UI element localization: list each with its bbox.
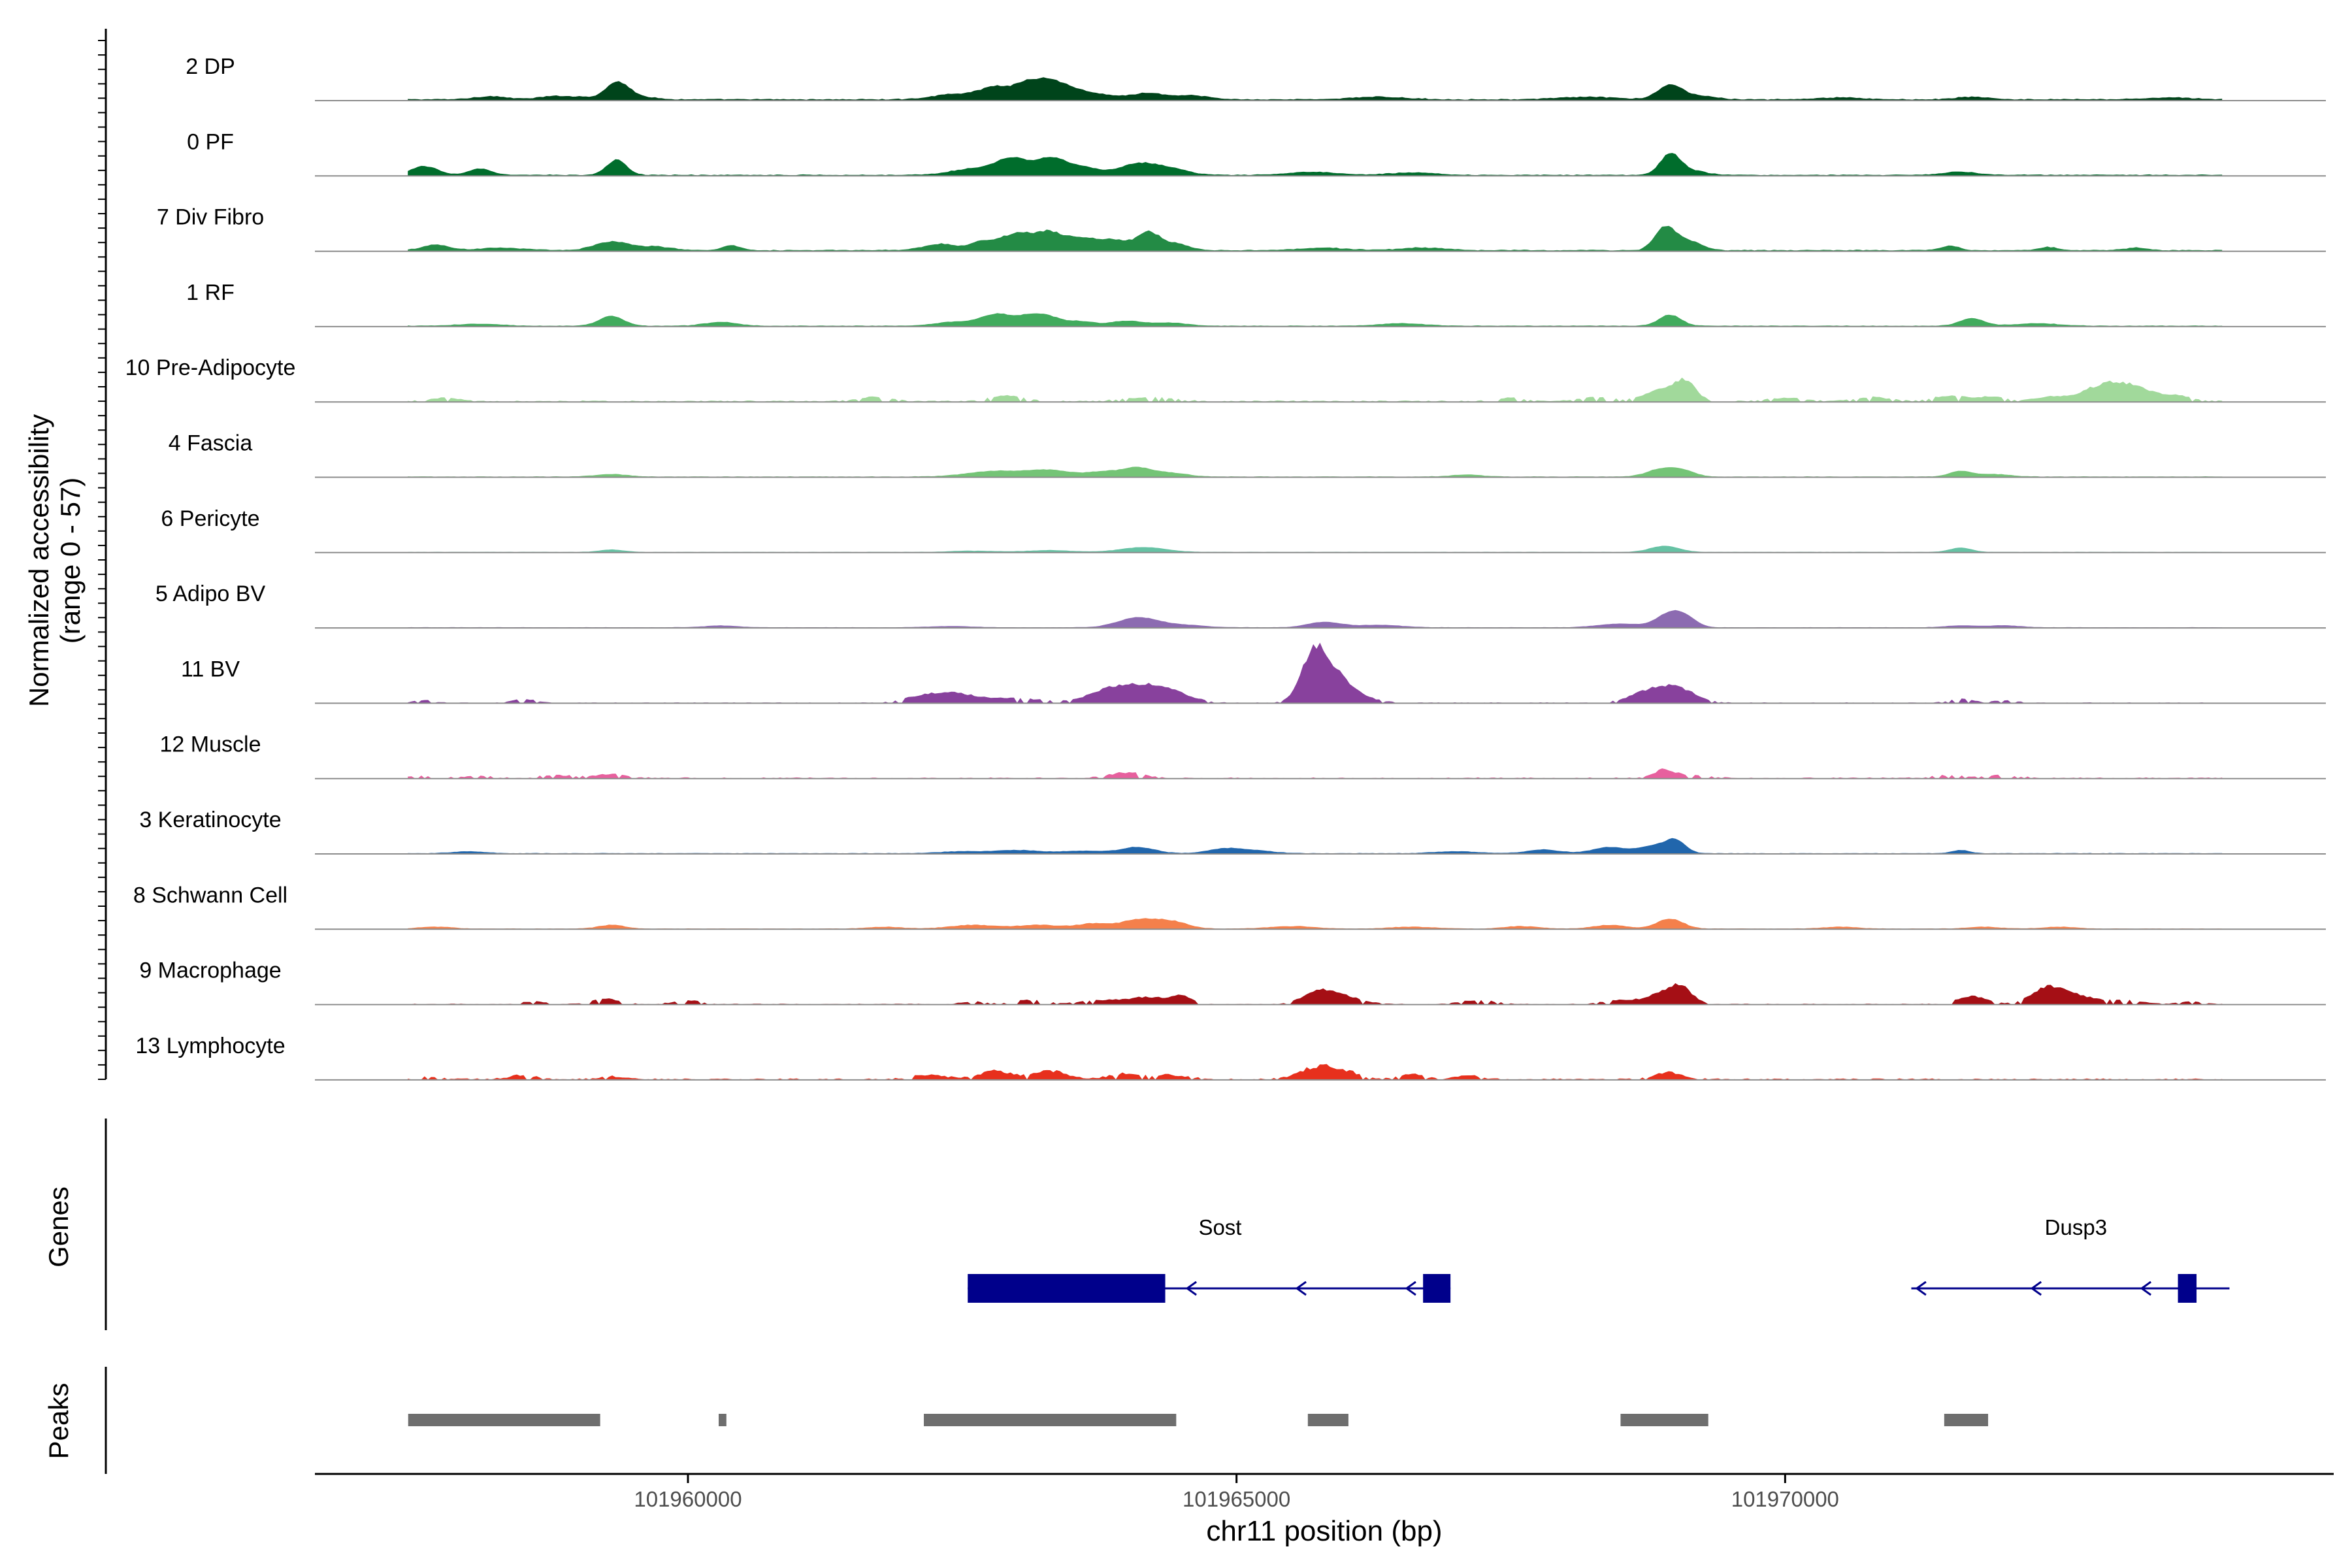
gene-model: Dusp3	[1911, 1215, 2230, 1303]
tracks-layer	[315, 77, 2326, 1081]
peak-region	[1620, 1414, 1708, 1426]
coverage-area	[408, 225, 2223, 252]
coverage-track	[315, 546, 2326, 553]
track-label: 1 RF	[186, 280, 235, 305]
y-axis	[98, 29, 107, 1080]
peak-region	[924, 1414, 1177, 1426]
peak-region	[719, 1414, 727, 1426]
y-axis-title-line2: (range 0 - 57)	[55, 478, 86, 644]
gene-label: Dusp3	[2045, 1215, 2107, 1239]
coverage-track	[315, 377, 2326, 403]
peak-region	[1944, 1414, 1989, 1426]
track-label: 5 Adipo BV	[155, 581, 266, 606]
coverage-track	[315, 1064, 2326, 1081]
coverage-track	[315, 77, 2326, 101]
coverage-track	[315, 642, 2326, 704]
track-label: 11 BV	[181, 657, 240, 681]
coverage-track	[315, 983, 2326, 1005]
peak-region	[408, 1414, 600, 1426]
track-label: 7 Div Fibro	[157, 205, 264, 230]
strand-arrow	[1295, 1281, 1307, 1296]
track-label: 6 Pericyte	[161, 506, 259, 531]
track-label: 2 DP	[186, 54, 235, 79]
peak-region	[1307, 1414, 1348, 1426]
coverage-area	[408, 77, 2223, 101]
gene-exon	[2178, 1274, 2197, 1303]
track-label: 9 Macrophage	[139, 958, 281, 983]
y-axis-title-line1: Normalized accessibility	[24, 414, 54, 707]
coverage-track	[315, 466, 2326, 478]
track-label: 10 Pre-Adipocyte	[125, 355, 296, 380]
x-tick-label: 101965000	[1183, 1487, 1290, 1511]
peaks-panel-title: Peaks	[43, 1383, 74, 1460]
gene-exon	[1423, 1274, 1451, 1303]
genes-panel: Sost Dusp3	[105, 1119, 2230, 1330]
track-label: 4 Fascia	[169, 431, 253, 456]
x-tick-label: 101960000	[634, 1487, 742, 1511]
track-label: 3 Keratinocyte	[139, 808, 281, 832]
strand-arrow	[1185, 1281, 1197, 1296]
coverage-track	[315, 610, 2326, 629]
track-label: 13 Lymphocyte	[135, 1034, 285, 1058]
coverage-track	[315, 918, 2326, 930]
coverage-track	[315, 153, 2326, 177]
coverage-track	[315, 768, 2326, 779]
coverage-track	[315, 313, 2326, 327]
strand-arrow	[2030, 1281, 2042, 1296]
coverage-track	[315, 225, 2326, 252]
x-tick-label: 101970000	[1731, 1487, 1839, 1511]
genes-panel-title: Genes	[43, 1186, 74, 1267]
coverage-track	[315, 838, 2326, 855]
peaks-panel	[105, 1367, 1989, 1474]
strand-arrow	[2140, 1281, 2151, 1296]
track-label: 0 PF	[187, 129, 234, 154]
gene-exon	[968, 1274, 1166, 1303]
x-axis: 101960000 101965000 101970000	[315, 1473, 2334, 1511]
strand-arrow	[1405, 1281, 1416, 1296]
gene-label: Sost	[1198, 1215, 1241, 1239]
strand-arrow	[1915, 1281, 1927, 1296]
track-label: 12 Muscle	[160, 732, 261, 757]
track-labels: 2 DP 0 PF 7 Div Fibro 1 RF 10 Pre-Adipocyte 4…	[125, 54, 296, 1058]
gene-model: Sost	[968, 1215, 1451, 1303]
x-axis-title: chr11 position (bp)	[1206, 1515, 1442, 1547]
track-label: 8 Schwann Cell	[133, 883, 287, 907]
